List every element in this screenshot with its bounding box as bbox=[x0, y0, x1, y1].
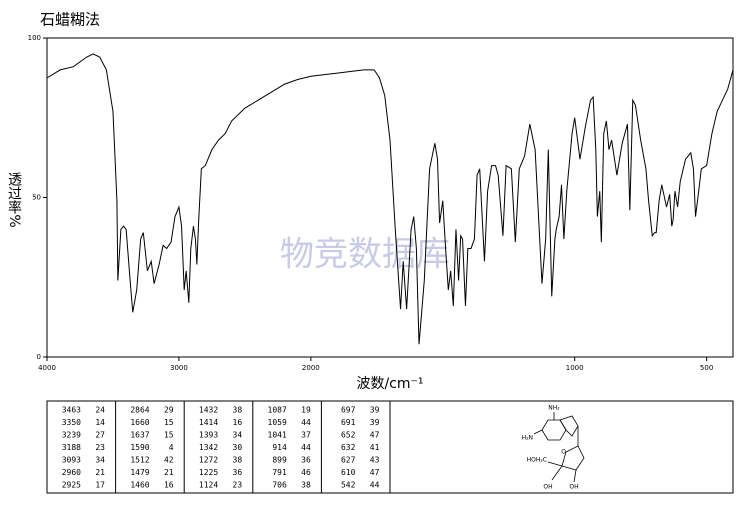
peak-transmittance: 44 bbox=[301, 418, 311, 427]
peak-wavenumber: 697 bbox=[341, 406, 356, 415]
y-tick-label: 100 bbox=[28, 34, 41, 42]
x-tick-label: 4000 bbox=[38, 364, 56, 372]
peak-wavenumber: 1432 bbox=[199, 406, 218, 415]
peak-wavenumber: 1124 bbox=[199, 481, 218, 490]
peak-transmittance: 43 bbox=[370, 456, 380, 465]
peak-transmittance: 39 bbox=[370, 406, 380, 415]
peak-transmittance: 15 bbox=[164, 431, 174, 440]
structure-label: H₂N bbox=[522, 435, 533, 442]
structure-label: O bbox=[561, 449, 566, 456]
y-tick-label: 0 bbox=[37, 353, 41, 361]
peak-wavenumber: 3093 bbox=[62, 456, 81, 465]
peak-transmittance: 27 bbox=[95, 431, 105, 440]
peak-transmittance: 39 bbox=[370, 418, 380, 427]
structure-frame bbox=[389, 400, 734, 494]
peak-transmittance: 21 bbox=[95, 468, 105, 477]
peak-wavenumber: 632 bbox=[341, 443, 356, 452]
peak-transmittance: 38 bbox=[301, 481, 311, 490]
peak-transmittance: 42 bbox=[164, 456, 174, 465]
y-tick-label: 50 bbox=[32, 194, 41, 202]
peak-wavenumber: 2925 bbox=[62, 481, 81, 490]
peak-wavenumber: 3188 bbox=[62, 443, 81, 452]
peak-wavenumber: 691 bbox=[341, 418, 356, 427]
peak-wavenumber: 1087 bbox=[268, 406, 287, 415]
peak-transmittance: 38 bbox=[233, 456, 243, 465]
peak-transmittance: 34 bbox=[233, 431, 243, 440]
peak-transmittance: 37 bbox=[301, 431, 311, 440]
peak-transmittance: 44 bbox=[301, 443, 311, 452]
peak-wavenumber: 2864 bbox=[130, 406, 149, 415]
peak-wavenumber: 1590 bbox=[130, 443, 149, 452]
spectrum-line bbox=[46, 53, 734, 345]
peak-transmittance: 36 bbox=[301, 456, 311, 465]
structure-label: OH bbox=[543, 484, 552, 491]
peak-transmittance: 16 bbox=[233, 418, 243, 427]
peak-wavenumber: 791 bbox=[272, 468, 287, 477]
peak-wavenumber: 1460 bbox=[130, 481, 149, 490]
y-axis-label: 透过率% bbox=[6, 172, 22, 227]
peak-transmittance: 44 bbox=[370, 481, 380, 490]
peak-transmittance: 21 bbox=[164, 468, 174, 477]
peak-transmittance: 24 bbox=[95, 406, 105, 415]
peak-wavenumber: 3239 bbox=[62, 431, 81, 440]
peak-transmittance: 29 bbox=[164, 406, 174, 415]
chart-title: 石蜡糊法 bbox=[40, 11, 100, 29]
peak-wavenumber: 1637 bbox=[130, 431, 149, 440]
peak-wavenumber: 1512 bbox=[130, 456, 149, 465]
peak-wavenumber: 1479 bbox=[130, 468, 149, 477]
peak-transmittance: 23 bbox=[233, 481, 243, 490]
peak-transmittance: 47 bbox=[370, 468, 380, 477]
peak-wavenumber: 914 bbox=[272, 443, 287, 452]
peak-wavenumber: 1059 bbox=[268, 418, 287, 427]
peak-transmittance: 38 bbox=[233, 406, 243, 415]
x-tick-label: 3000 bbox=[170, 364, 188, 372]
peak-transmittance: 15 bbox=[164, 418, 174, 427]
peak-transmittance: 16 bbox=[164, 481, 174, 490]
peak-wavenumber: 2960 bbox=[62, 468, 81, 477]
x-tick-label: 2000 bbox=[302, 364, 320, 372]
peak-transmittance: 41 bbox=[370, 443, 380, 452]
peak-wavenumber: 3463 bbox=[62, 406, 81, 415]
structure-label: HOH₂C bbox=[527, 457, 547, 464]
peak-wavenumber: 1393 bbox=[199, 431, 218, 440]
peak-transmittance: 30 bbox=[233, 443, 243, 452]
peak-wavenumber: 1414 bbox=[199, 418, 218, 427]
peak-wavenumber: 652 bbox=[341, 431, 356, 440]
peak-wavenumber: 1041 bbox=[268, 431, 287, 440]
x-axis-label: 波数/cm⁻¹ bbox=[356, 376, 423, 392]
structure-label: NH₂ bbox=[548, 405, 560, 412]
structure-label: OH bbox=[569, 484, 578, 491]
peak-wavenumber: 627 bbox=[341, 456, 356, 465]
peak-transmittance: 14 bbox=[95, 418, 105, 427]
peak-transmittance: 46 bbox=[301, 468, 311, 477]
peak-wavenumber: 1660 bbox=[130, 418, 149, 427]
peak-transmittance: 23 bbox=[95, 443, 105, 452]
structure bbox=[533, 412, 585, 483]
peak-wavenumber: 542 bbox=[341, 481, 356, 490]
peak-transmittance: 36 bbox=[233, 468, 243, 477]
peak-wavenumber: 706 bbox=[272, 481, 287, 490]
peak-wavenumber: 1272 bbox=[199, 456, 218, 465]
peak-wavenumber: 1225 bbox=[199, 468, 218, 477]
watermark: 物竞数据库 bbox=[280, 235, 450, 275]
peak-transmittance: 19 bbox=[301, 406, 311, 415]
peak-wavenumber: 1342 bbox=[199, 443, 218, 452]
peak-transmittance: 4 bbox=[169, 443, 174, 452]
peak-transmittance: 47 bbox=[370, 431, 380, 440]
peak-transmittance: 17 bbox=[95, 481, 105, 490]
peak-wavenumber: 3350 bbox=[62, 418, 81, 427]
peak-wavenumber: 610 bbox=[341, 468, 356, 477]
x-tick-label: 1000 bbox=[566, 364, 584, 372]
x-tick-label: 500 bbox=[700, 364, 713, 372]
peak-wavenumber: 899 bbox=[272, 456, 287, 465]
peak-transmittance: 34 bbox=[95, 456, 105, 465]
